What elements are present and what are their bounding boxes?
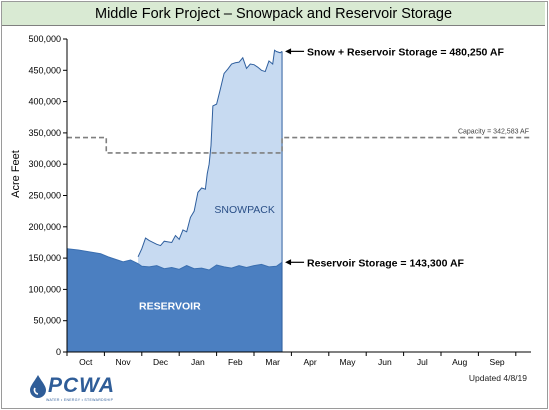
snowpack-area	[138, 50, 283, 270]
y-axis-label: Acre Feet	[10, 150, 22, 198]
x-tick-label: May	[339, 357, 356, 367]
y-tick-label: 350,000	[28, 128, 61, 138]
y-tick-label: 300,000	[28, 159, 61, 169]
y-tick-label: 100,000	[28, 284, 61, 294]
x-tick-label: Jul	[417, 357, 428, 367]
pcwa-logo: PCWA WATER • ENERGY • STEWARDSHIP	[28, 374, 115, 402]
reservoir-line	[66, 248, 283, 271]
chart-title-text: Middle Fork Project – Snowpack and Reser…	[94, 5, 453, 22]
updated-date: Updated 4/8/19	[468, 373, 527, 383]
snow-plus-reservoir-line	[137, 49, 283, 258]
x-tick-label: Jan	[191, 357, 205, 367]
x-tick-label: Dec	[153, 357, 169, 367]
logo-subtitle: WATER • ENERGY • STEWARDSHIP	[46, 398, 114, 402]
snowpack-label: SNOWPACK	[214, 204, 274, 216]
x-tick-label: Sep	[490, 357, 505, 367]
x-tick-label: Nov	[116, 357, 132, 367]
x-tick-label: Aug	[452, 357, 467, 367]
water-drop-icon	[30, 375, 46, 398]
x-tick-label: Oct	[79, 357, 93, 367]
reservoir-total-label: Reservoir Storage = 143,300 AF	[307, 257, 464, 269]
y-tick-label: 200,000	[28, 222, 61, 232]
y-tick-label: 0	[56, 347, 61, 357]
capacity-label: Capacity = 342,583 AF	[458, 129, 529, 136]
chart-title: Middle Fork Project – Snowpack and Reser…	[2, 2, 545, 26]
snow-total-arrowhead	[285, 48, 292, 55]
y-tick-label: 150,000	[28, 253, 61, 263]
reservoir-total-arrowhead	[285, 259, 292, 266]
x-tick-label: Jun	[378, 357, 392, 367]
capacity-line	[67, 136, 531, 154]
reservoir-label: RESERVOIR	[139, 300, 201, 312]
x-tick-label: Feb	[228, 357, 243, 367]
x-tick-label: Mar	[265, 357, 280, 367]
snow-total-label: Snow + Reservoir Storage = 480,250 AF	[307, 46, 504, 58]
y-tick-label: 450,000	[28, 65, 61, 75]
x-tick-label: Apr	[303, 357, 316, 367]
y-tick-label: 400,000	[28, 97, 61, 107]
reservoir-area	[67, 248, 283, 352]
y-tick-label: 500,000	[28, 34, 61, 44]
y-tick-label: 50,000	[33, 316, 61, 326]
y-tick-label: 250,000	[28, 191, 61, 201]
logo-text: PCWA	[48, 374, 115, 397]
